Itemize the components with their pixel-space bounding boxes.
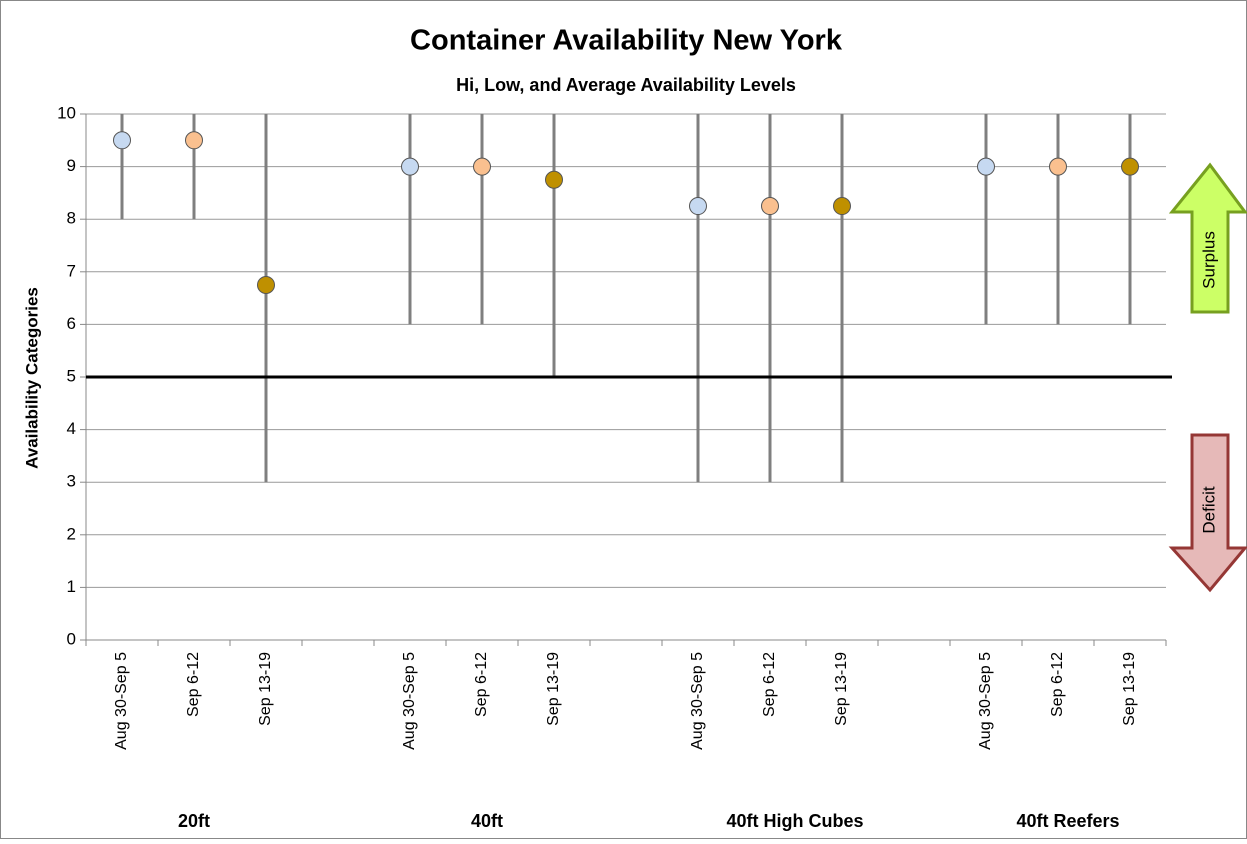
deficit-arrow [1168, 433, 1247, 593]
average-point [545, 170, 563, 189]
x-tick-label: Sep 6-12 [761, 652, 778, 717]
average-point [185, 131, 203, 150]
y-tick-label: 7 [67, 261, 76, 280]
chart-subtitle: Hi, Low, and Average Availability Levels [456, 75, 796, 95]
average-point [473, 157, 491, 176]
x-tick-label: Aug 30-Sep 5 [113, 652, 130, 750]
average-point [689, 197, 707, 216]
x-tick-label: Aug 30-Sep 5 [401, 652, 418, 750]
y-tick-label: 5 [67, 366, 76, 385]
y-tick-label: 2 [67, 524, 76, 543]
x-tick-label: Sep 13-19 [545, 652, 562, 726]
x-tick-label: Sep 13-19 [1121, 652, 1138, 726]
x-tick-label: Sep 6-12 [1049, 652, 1066, 717]
x-tick-label: Sep 6-12 [185, 652, 202, 717]
y-tick-label: 8 [67, 209, 76, 228]
group-label: 40ft Reefers [1016, 811, 1119, 831]
y-tick-label: 10 [57, 103, 76, 122]
group-label: 20ft [178, 811, 210, 831]
average-point [113, 131, 131, 150]
average-point [1121, 157, 1139, 176]
surplus-label: Surplus [1199, 231, 1218, 289]
y-tick-label: 0 [67, 629, 76, 648]
x-tick-label: Sep 6-12 [473, 652, 490, 717]
average-point [761, 197, 779, 216]
average-point [833, 197, 851, 216]
group-label: 40ft [471, 811, 503, 831]
x-tick-label: Sep 13-19 [833, 652, 850, 726]
average-point [977, 157, 995, 176]
y-tick-label: 3 [67, 472, 76, 491]
deficit-label: Deficit [1199, 486, 1218, 534]
average-point [401, 157, 419, 176]
average-point [257, 275, 275, 294]
group-label: 40ft High Cubes [726, 811, 863, 831]
y-tick-label: 9 [67, 156, 76, 175]
y-tick-label: 1 [67, 577, 76, 596]
x-tick-label: Aug 30-Sep 5 [689, 652, 706, 750]
x-tick-label: Sep 13-19 [257, 652, 274, 726]
surplus-arrow [1168, 162, 1247, 314]
chart-title: Container Availability New York [410, 25, 843, 57]
x-tick-label: Aug 30-Sep 5 [977, 652, 994, 750]
y-tick-label: 6 [67, 314, 76, 333]
average-point [1049, 157, 1067, 176]
y-axis-label: Availability Categories [22, 287, 41, 469]
y-tick-label: 4 [67, 419, 76, 438]
